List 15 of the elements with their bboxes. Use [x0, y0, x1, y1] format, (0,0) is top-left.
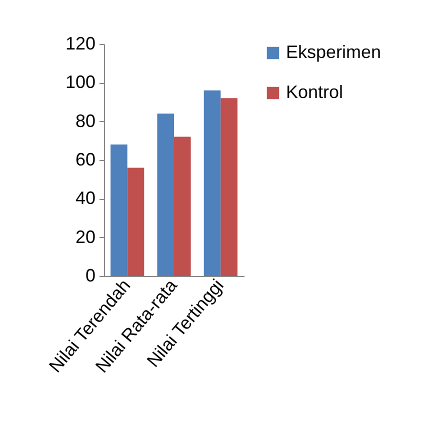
y-tick-label: 80 [75, 110, 96, 131]
bar [157, 114, 174, 276]
legend-label: Kontrol [286, 82, 344, 102]
bar [220, 98, 238, 276]
y-tick-label: 0 [85, 266, 96, 286]
y-tick-label: 100 [65, 72, 96, 92]
bar [127, 168, 144, 276]
bar [174, 136, 191, 276]
y-tick-label: 60 [75, 150, 96, 170]
y-tick-label: 20 [75, 226, 96, 247]
y-tick-label: 40 [75, 188, 96, 208]
bar [110, 144, 128, 276]
y-tick-label: 120 [65, 34, 96, 54]
bar [204, 90, 221, 276]
legend-label: Eksperimen [286, 42, 382, 62]
